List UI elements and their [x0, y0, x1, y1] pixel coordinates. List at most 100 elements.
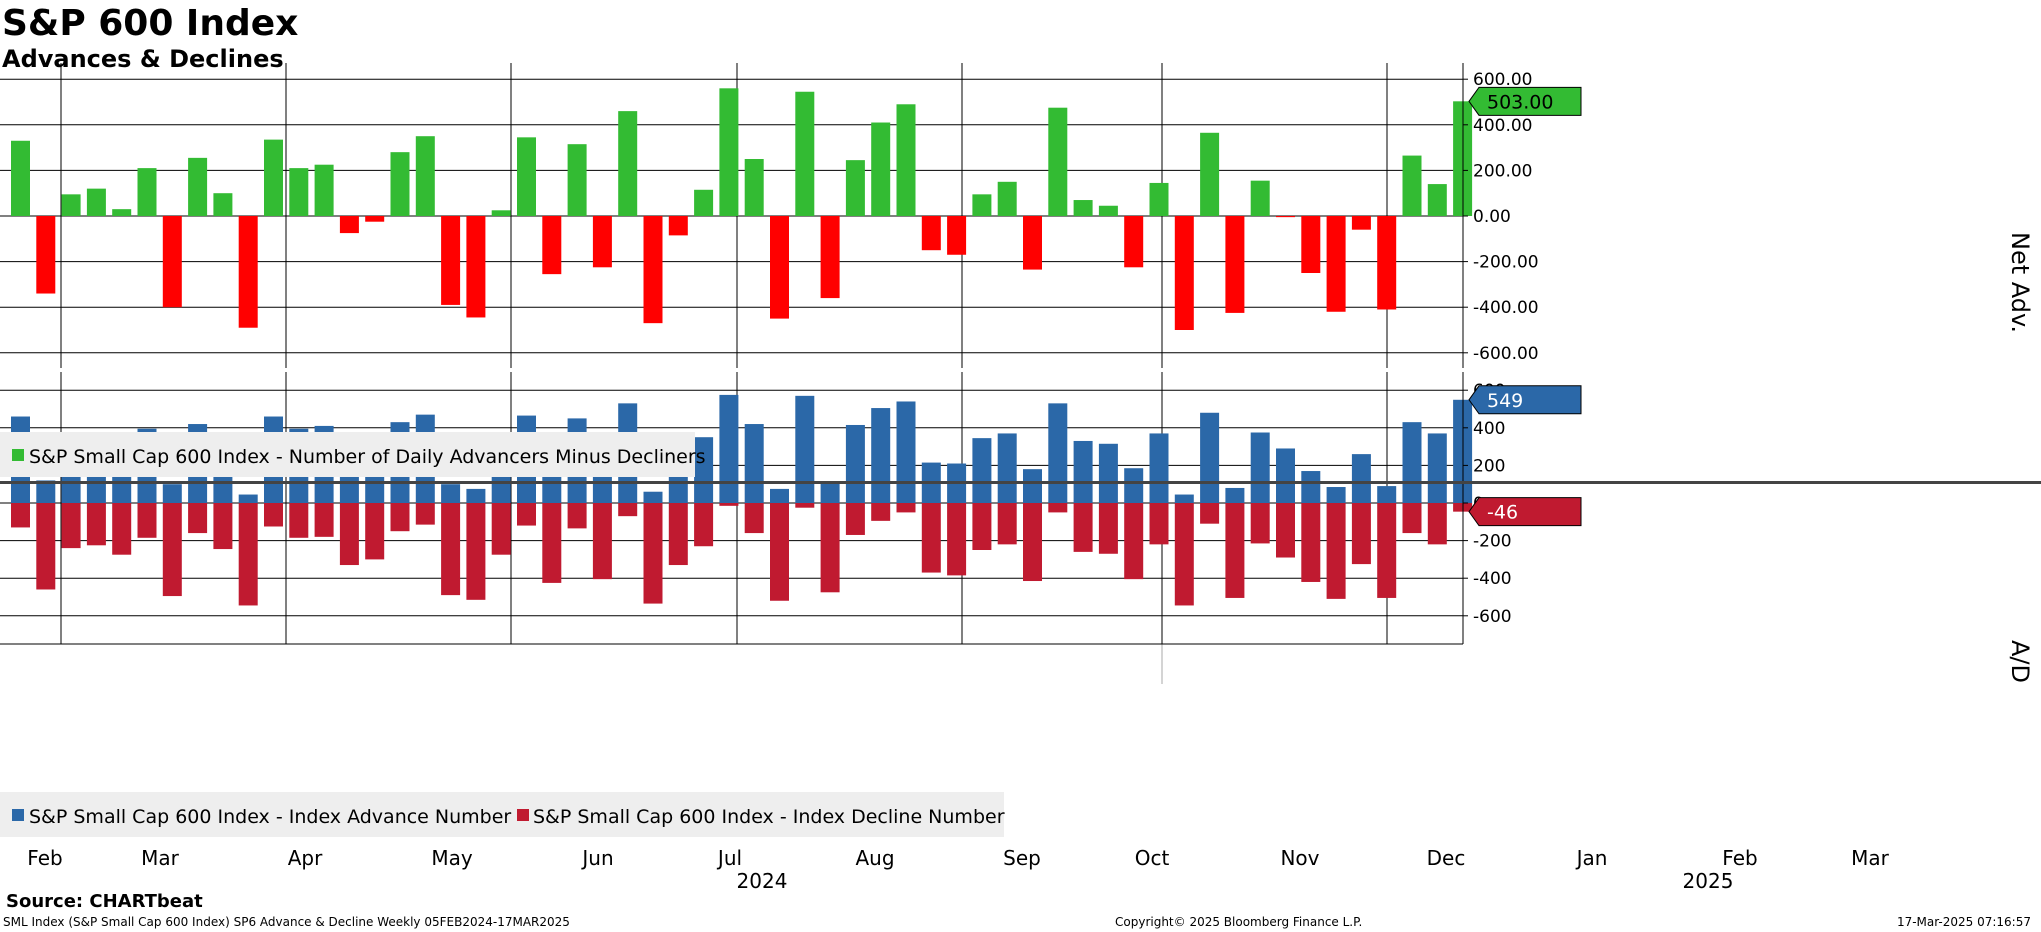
net-advance-bar — [11, 141, 30, 216]
advance-bar — [441, 484, 460, 503]
net-advance-bar — [1352, 216, 1371, 230]
advance-bar — [1251, 433, 1270, 504]
y-tick-label: -600.00 — [1473, 344, 1539, 364]
net-advance-bar — [62, 194, 81, 216]
net-advance-bar — [1175, 216, 1194, 330]
x-month-label: Jan — [1575, 846, 1608, 870]
advance-bar — [644, 492, 663, 503]
advance-bar — [466, 489, 485, 503]
net-advance-bar — [1048, 108, 1067, 216]
y-tick-label: 400 — [1473, 419, 1505, 439]
net-advance-bar — [1251, 181, 1270, 216]
decline-bar — [897, 503, 916, 512]
net-advance-bar — [1428, 184, 1447, 216]
decline-bar — [1200, 503, 1219, 524]
decline-bar — [542, 503, 561, 583]
decline-bar — [922, 503, 941, 573]
legend-label: S&P Small Cap 600 Index - Number of Dail… — [29, 446, 706, 468]
y-tick-label: -200 — [1473, 532, 1512, 552]
advance-bar — [1225, 488, 1244, 503]
net-advance-bar — [972, 194, 991, 216]
decline-bar — [391, 503, 410, 531]
net-advance-bar — [542, 216, 561, 274]
net-advance-bar — [264, 140, 283, 216]
legend-swatch — [12, 449, 24, 461]
decline-bar — [770, 503, 789, 601]
net-advance-bar — [593, 216, 612, 267]
decline-bar — [163, 503, 182, 596]
footer-timestamp: 17-Mar-2025 07:16:57 — [1897, 915, 2031, 929]
decline-bar — [947, 503, 966, 575]
net-advance-bar — [897, 104, 916, 216]
decline-bar — [213, 503, 232, 549]
decline-bar — [239, 503, 258, 605]
decline-bar — [593, 503, 612, 579]
y-axis-title-net-adv: Net Adv. — [2006, 232, 2034, 333]
decline-bar — [694, 503, 713, 546]
decline-bar — [795, 503, 814, 508]
advance-bar — [1301, 471, 1320, 503]
net-advance-bar — [213, 193, 232, 216]
x-month-label: Sep — [1003, 846, 1041, 870]
decline-last-value-box — [1469, 498, 1581, 526]
net-advance-bar — [568, 144, 587, 216]
source-note: Source: CHARTbeat — [6, 891, 203, 912]
decline-bar — [340, 503, 359, 565]
decline-bar — [1175, 503, 1194, 605]
decline-bar — [745, 503, 764, 533]
y-tick-label: 0.00 — [1473, 207, 1511, 227]
decline-bar — [365, 503, 384, 559]
advance-bar — [1048, 403, 1067, 503]
advance-bar — [871, 408, 890, 503]
advance-bar — [1200, 413, 1219, 503]
decline-bar — [87, 503, 106, 545]
net-advance-bar — [618, 111, 637, 216]
x-month-label: Oct — [1135, 846, 1170, 870]
decline-last-value-label: -46 — [1487, 502, 1518, 524]
decline-bar — [517, 503, 536, 526]
net-advance-bar — [365, 216, 384, 222]
decline-bar — [871, 503, 890, 521]
net-advance-bar — [821, 216, 840, 298]
decline-bar — [618, 503, 637, 516]
advance-last-value: 549 — [1469, 386, 1581, 414]
decline-bar — [1225, 503, 1244, 598]
x-month-label: Jun — [580, 846, 613, 870]
legend-label-decline: S&P Small Cap 600 Index - Index Decline … — [533, 806, 1005, 828]
legend-label-advance: S&P Small Cap 600 Index - Index Advance … — [29, 806, 511, 828]
advance-bar — [846, 425, 865, 503]
decline-bar — [138, 503, 157, 538]
decline-bar — [62, 503, 81, 548]
net-advance-bar — [492, 210, 511, 216]
advance-bar — [1150, 433, 1169, 503]
net-advance-bar — [466, 216, 485, 317]
net-advance-bar — [846, 160, 865, 216]
net-advance-bar — [1200, 133, 1219, 216]
net-advance-bar — [1023, 216, 1042, 270]
legend-net-adv: S&P Small Cap 600 Index - Number of Dail… — [0, 432, 706, 477]
net-advance-bar — [138, 168, 157, 216]
decline-bar — [11, 503, 30, 527]
advance-bar — [745, 424, 764, 503]
decline-bar — [719, 503, 738, 506]
net-advance-bar — [1403, 156, 1422, 216]
decline-bar — [1048, 503, 1067, 512]
advance-bar — [770, 489, 789, 503]
legend-swatch-advance — [12, 809, 24, 821]
advance-bar — [998, 433, 1017, 503]
net-advance-bar — [517, 137, 536, 216]
x-year-label: 2024 — [737, 869, 788, 893]
y-tick-label: -600 — [1473, 607, 1512, 627]
advance-bar — [821, 481, 840, 503]
net-adv-last-value-label: 503.00 — [1487, 91, 1553, 113]
net-advance-bar — [1074, 200, 1093, 216]
advance-bar — [163, 484, 182, 503]
decline-bar — [1327, 503, 1346, 599]
y-tick-label: 400.00 — [1473, 116, 1532, 136]
decline-bar — [1023, 503, 1042, 581]
x-month-label: Feb — [27, 846, 62, 870]
net-advance-bar — [340, 216, 359, 233]
net-advance-bar — [745, 159, 764, 216]
net-advance-bar — [315, 165, 334, 216]
decline-bar — [466, 503, 485, 600]
